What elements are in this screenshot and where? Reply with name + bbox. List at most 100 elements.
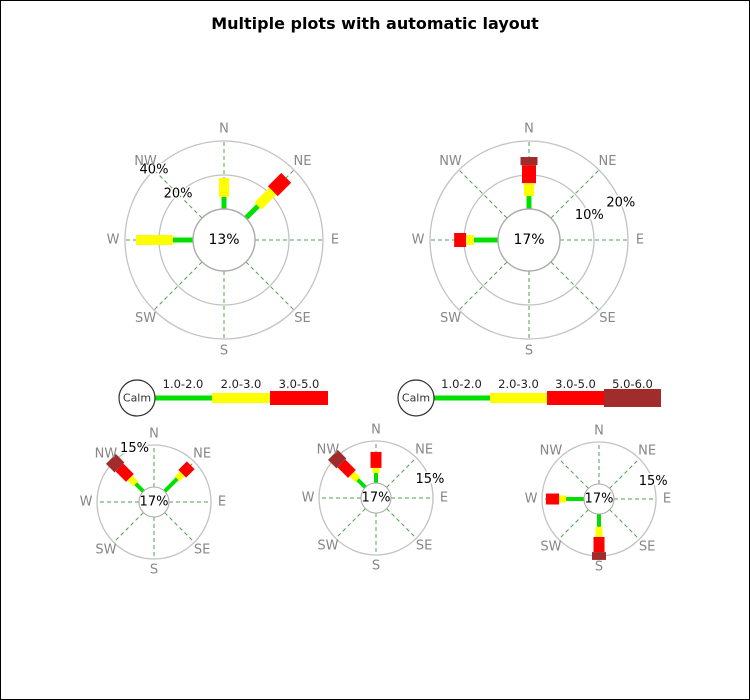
radial-gridline	[113, 512, 144, 543]
wind-spoke-segment-ne	[267, 172, 292, 197]
percent-ring	[124, 140, 324, 340]
radial-gridline	[386, 508, 417, 539]
direction-label-w: W	[302, 491, 315, 506]
calm-circle	[192, 208, 256, 272]
direction-label-nw: NW	[439, 154, 462, 169]
legend-swatch	[270, 391, 328, 405]
wind-spoke-segment-nw	[356, 478, 367, 489]
legend-swatch	[547, 391, 604, 405]
direction-label-se: SE	[599, 311, 615, 326]
direction-label-sw: SW	[95, 543, 116, 558]
percent-ring	[96, 444, 212, 560]
wind-spoke-segment-ne	[254, 187, 277, 210]
wind-spoke-segment-nw	[327, 449, 347, 469]
wind-rose-bottom-right: 17% 15% N NE E SE S SW W NW	[525, 424, 672, 575]
wind-spoke-segment-ne	[174, 471, 185, 482]
legend-bin-label: 2.0-3.0	[498, 377, 539, 391]
direction-label-se: SE	[294, 311, 310, 326]
calm-circle	[360, 482, 392, 514]
ring-value-label: 15%	[415, 472, 444, 487]
direction-label-e: E	[440, 491, 448, 506]
calm-circle	[583, 483, 615, 515]
direction-label-ne: NE	[294, 154, 312, 169]
direction-label-n: N	[149, 427, 159, 442]
ring-value-label: 20%	[164, 187, 193, 202]
direction-label-se: SE	[639, 540, 655, 555]
direction-label-e: E	[663, 492, 671, 507]
radial-gridline	[245, 261, 295, 311]
legend-right: 1.0-2.0 2.0-3.0 3.0-5.0 5.0-6.0 Calm	[397, 377, 661, 417]
calm-percent-label: 17%	[585, 492, 614, 507]
radial-gridline	[153, 169, 203, 219]
legend-swatch	[154, 395, 212, 401]
radial-gridline	[558, 458, 589, 489]
percent-ring	[429, 140, 629, 340]
direction-label-n: N	[371, 423, 381, 438]
direction-label-ne: NE	[638, 443, 656, 458]
wind-spoke-segment-nw	[115, 463, 134, 482]
radial-gridline	[386, 457, 417, 488]
direction-label-sw: SW	[440, 311, 461, 326]
direction-label-sw: SW	[135, 311, 156, 326]
direction-label-se: SE	[194, 543, 210, 558]
direction-label-se: SE	[416, 539, 432, 554]
ring-value-label: 10%	[575, 208, 604, 223]
ring-value-label: 15%	[120, 441, 149, 456]
chart-title: Multiple plots with automatic layout	[211, 14, 539, 33]
direction-label-s: S	[220, 344, 228, 359]
direction-label-ne: NE	[193, 446, 211, 461]
legend-bin-label: 1.0-2.0	[441, 377, 482, 391]
direction-label-e: E	[636, 233, 644, 248]
ring-value-label: 20%	[606, 195, 635, 210]
wind-rose-bottom-middle: 17% 15% N NE E SE S SW W NW	[302, 423, 449, 574]
direction-label-nw: NW	[540, 443, 563, 458]
calm-percent-label: 17%	[362, 491, 391, 506]
legend-bin-label: 5.0-6.0	[612, 377, 653, 391]
wind-spoke-segment-ne	[244, 204, 260, 220]
legend-bin-label: 3.0-5.0	[279, 377, 320, 391]
wind-spoke-segment-nw	[349, 471, 361, 483]
direction-label-nw: NW	[95, 446, 118, 461]
direction-label-n: N	[524, 122, 534, 137]
direction-label-w: W	[107, 233, 120, 248]
direction-label-w: W	[525, 492, 538, 507]
radial-gridline	[609, 458, 640, 489]
direction-label-s: S	[150, 563, 158, 578]
calm-percent-label: 17%	[140, 495, 169, 510]
legend-swatch	[604, 389, 661, 407]
wind-spoke-segment-nw	[337, 459, 356, 478]
calm-circle	[497, 208, 561, 272]
direction-label-e: E	[331, 233, 339, 248]
calm-percent-label: 13%	[208, 232, 239, 248]
wind-spoke-segment-ne	[178, 461, 195, 478]
calm-legend-circle	[118, 379, 156, 417]
direction-label-n: N	[594, 424, 604, 439]
direction-label-sw: SW	[317, 539, 338, 554]
legend-bin-label: 2.0-3.0	[221, 377, 262, 391]
wind-rose-top-left: 13% 20% 40% N NE E SE S SW W NW	[107, 122, 340, 359]
direction-label-s: S	[525, 344, 533, 359]
direction-label-w: W	[80, 495, 93, 510]
radial-gridline	[458, 169, 508, 219]
direction-label-n: N	[219, 122, 229, 137]
direction-label-s: S	[595, 560, 603, 575]
legend-bin-label: 3.0-5.0	[555, 377, 596, 391]
ring-value-label: 40%	[140, 162, 169, 177]
direction-label-nw: NW	[134, 154, 157, 169]
radial-gridline	[609, 509, 640, 540]
wind-spoke-segment-nw	[105, 453, 125, 473]
direction-label-s: S	[372, 559, 380, 574]
calm-legend-label: Calm	[402, 392, 430, 405]
calm-percent-label: 17%	[513, 232, 544, 248]
direction-label-e: E	[218, 495, 226, 510]
calm-legend-circle	[397, 379, 435, 417]
radial-gridline	[458, 261, 508, 311]
direction-label-w: W	[412, 233, 425, 248]
direction-label-nw: NW	[317, 442, 340, 457]
ring-value-label: 15%	[639, 474, 668, 489]
wind-spoke-segment-nw	[127, 475, 139, 487]
radial-gridline	[550, 169, 600, 219]
direction-label-ne: NE	[599, 154, 617, 169]
